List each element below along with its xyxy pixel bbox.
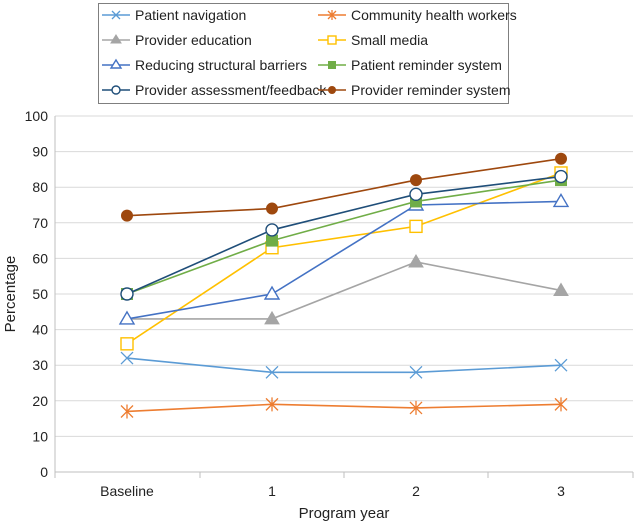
legend-label: Patient reminder system (351, 57, 502, 73)
legend-label: Patient navigation (135, 7, 246, 23)
series-line (127, 261, 562, 320)
series-line (126, 157, 562, 217)
x-marker (409, 365, 423, 379)
series-community-health-workers (120, 397, 568, 419)
star-marker (265, 397, 279, 412)
y-tick-label: 80 (32, 179, 48, 195)
legend-item: Small media (318, 32, 428, 48)
y-tick-label: 10 (32, 428, 48, 444)
series-reducing-structural-barriers (118, 193, 570, 325)
legend-label: Provider education (135, 32, 252, 48)
legend-label: Provider reminder system (351, 82, 511, 98)
y-tick-label: 90 (32, 144, 48, 160)
x-tick-label: 1 (268, 483, 276, 499)
legend-box (98, 3, 509, 104)
series-provider-reminder-system (121, 152, 567, 222)
circle-marker (111, 85, 121, 95)
y-tick-label: 30 (32, 357, 48, 373)
series-line (126, 200, 562, 320)
legend-label: Provider assessment/feedback (135, 82, 327, 98)
star-marker (409, 400, 423, 415)
series-provider-assessment-feedback (120, 169, 568, 301)
circle-marker (266, 202, 278, 215)
legend-label: Reducing structural barriers (135, 57, 307, 73)
legend-item: Reducing structural barriers (102, 57, 307, 73)
x-tick-label: Baseline (100, 483, 154, 499)
legend-item: Patient reminder system (318, 57, 502, 73)
square-marker (266, 234, 278, 247)
star-marker (327, 10, 337, 20)
series-line (126, 357, 562, 374)
triangle-marker (263, 285, 281, 300)
x-tick-label: 2 (412, 483, 420, 499)
circle-marker (554, 169, 568, 184)
triangle-marker (110, 34, 122, 44)
star-marker (120, 404, 134, 419)
legend-label: Community health workers (351, 7, 517, 23)
triangle-marker (118, 310, 136, 325)
legend-item: Provider assessment/feedback (102, 82, 327, 98)
x-marker (265, 365, 279, 379)
x-marker (120, 351, 134, 365)
series-line (126, 172, 562, 345)
x-axis-label: Program year (299, 505, 390, 522)
y-tick-label: 100 (25, 108, 49, 124)
series-provider-education (119, 253, 569, 325)
square-marker (327, 35, 337, 45)
square-marker (328, 61, 336, 69)
circle-marker (409, 187, 423, 202)
circle-marker (120, 287, 134, 301)
series-line (126, 403, 562, 413)
circle-marker (121, 209, 133, 222)
circle-marker (328, 86, 336, 94)
series-line (126, 179, 562, 295)
y-tick-label: 60 (32, 250, 48, 266)
series-line (126, 175, 562, 295)
square-marker (120, 337, 134, 351)
circle-marker (410, 174, 422, 187)
triangle-marker (408, 253, 424, 268)
circle-marker (265, 223, 279, 237)
series-patient-navigation (120, 351, 568, 379)
legend-label: Small media (351, 32, 428, 48)
legend-item: Patient navigation (102, 7, 246, 23)
triangle-marker (552, 193, 570, 208)
x-tick-label: 3 (557, 483, 565, 499)
square-marker (409, 219, 423, 234)
y-axis-label: Percentage (2, 256, 19, 333)
x-marker (554, 358, 568, 372)
triangle-marker (264, 310, 280, 325)
star-marker (554, 397, 568, 412)
y-tick-label: 40 (32, 322, 48, 338)
y-tick-label: 70 (32, 215, 48, 231)
y-tick-label: 0 (40, 464, 48, 480)
triangle-marker (109, 58, 123, 69)
circle-marker (555, 152, 567, 165)
y-tick-label: 50 (32, 286, 48, 302)
legend-item: Provider reminder system (318, 82, 511, 98)
legend-item: Provider education (102, 32, 252, 48)
x-marker (111, 10, 121, 20)
y-tick-label: 20 (32, 393, 48, 409)
triangle-marker (553, 282, 569, 296)
legend-item: Community health workers (318, 7, 517, 23)
